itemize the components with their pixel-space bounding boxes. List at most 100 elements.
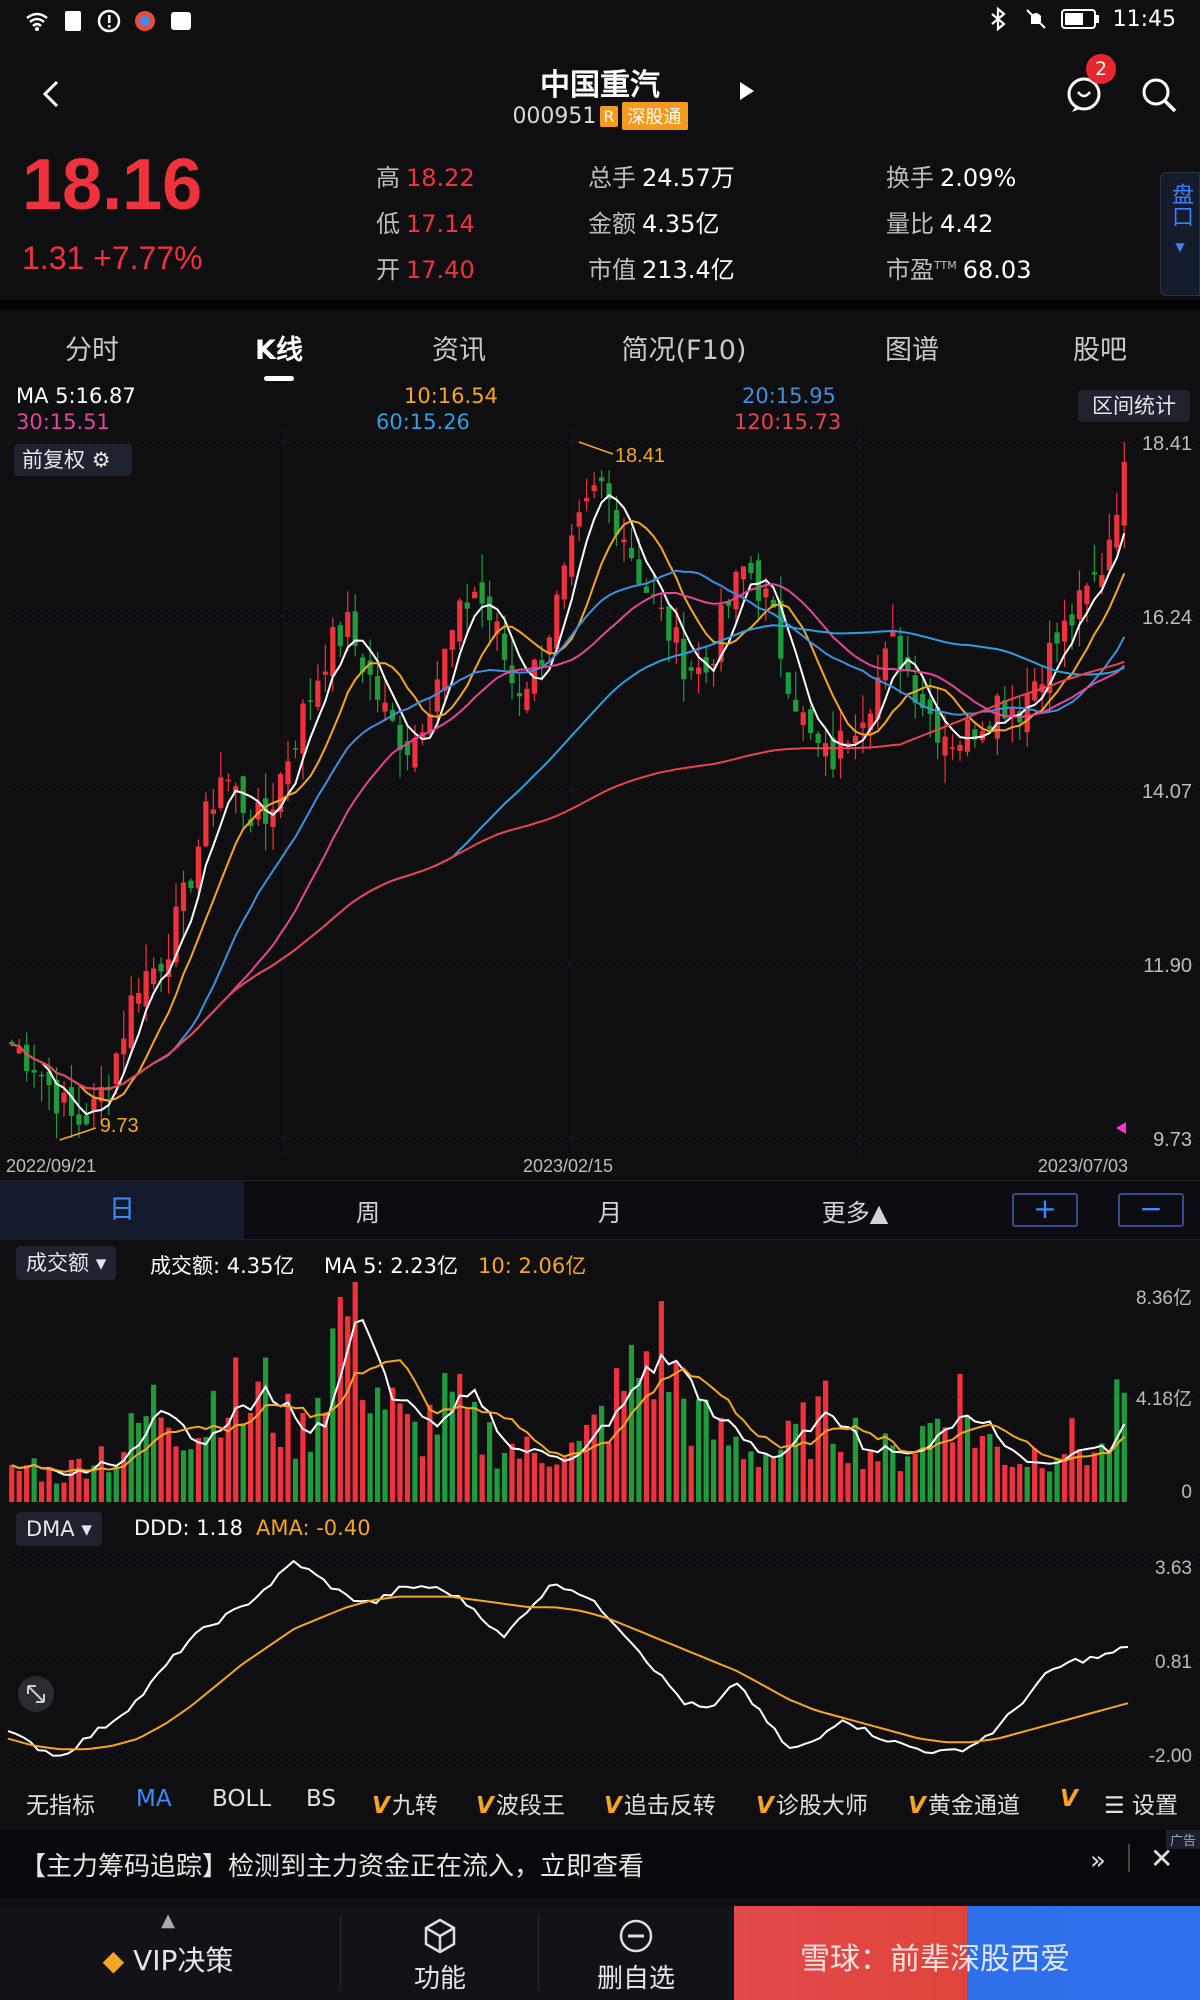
dma-ddd: DDD: 1.18 xyxy=(134,1516,244,1540)
caret-down-icon: ▾ xyxy=(81,1517,92,1541)
indicator-jiuzhuan[interactable]: V九转 xyxy=(372,1793,438,1819)
volume-bar xyxy=(628,1344,635,1502)
candle xyxy=(681,638,687,680)
candle xyxy=(1061,620,1068,642)
indicator-boll[interactable]: BOLL xyxy=(212,1786,272,1812)
close-icon[interactable]: ✕ xyxy=(1150,1842,1174,1875)
candle xyxy=(509,665,515,684)
adjust-mode-button[interactable]: 前复权 ⚙ xyxy=(14,444,132,476)
volume-bar xyxy=(389,1387,396,1502)
volume-bar xyxy=(837,1451,844,1502)
tab-profile[interactable]: 简况(F10) xyxy=(621,335,747,366)
search-icon[interactable] xyxy=(1138,74,1180,116)
double-chevron-icon[interactable]: » xyxy=(1090,1846,1106,1876)
candle xyxy=(501,633,508,660)
candle xyxy=(621,539,627,543)
indicator-huangjin[interactable]: V黄金通道 xyxy=(908,1793,1020,1819)
tab-kline[interactable]: K线 xyxy=(255,335,303,366)
indicator-ma[interactable]: MA xyxy=(136,1786,172,1812)
indicator-zhengu[interactable]: V诊股大师 xyxy=(756,1793,868,1819)
volume-bar xyxy=(374,1387,381,1502)
volume-bar xyxy=(106,1472,112,1502)
volume-bar xyxy=(277,1446,284,1502)
vip-button[interactable]: ▲ ◆ VIP决策 xyxy=(0,1906,336,2000)
candle xyxy=(576,512,582,527)
candle xyxy=(360,657,366,673)
zoom-out-button[interactable]: − xyxy=(1118,1193,1184,1227)
candle xyxy=(770,599,776,608)
candle xyxy=(882,648,888,681)
indicator-none[interactable]: 无指标 xyxy=(26,1793,95,1819)
candle xyxy=(934,707,941,743)
vip-v-icon: V xyxy=(908,1793,926,1819)
y-tick-label: 14.07 xyxy=(1142,781,1192,803)
candle xyxy=(725,601,732,606)
next-stock-arrow-icon[interactable] xyxy=(738,80,756,102)
period-day[interactable]: 日 xyxy=(0,1181,244,1239)
period-month[interactable]: 月 xyxy=(598,1199,622,1227)
volume-bar xyxy=(636,1377,642,1502)
tab-intraday[interactable]: 分时 xyxy=(65,335,119,366)
dma-chart[interactable]: 3.63 0.81 -2.00 xyxy=(0,1546,1200,1768)
volume-chart[interactable]: 8.36亿 4.18亿 0 xyxy=(0,1282,1200,1506)
candle xyxy=(1091,572,1098,575)
back-button[interactable] xyxy=(32,74,72,114)
sell-button[interactable] xyxy=(967,1906,1200,2000)
volume-bar xyxy=(1061,1454,1068,1502)
bottom-bar: ▲ ◆ VIP决策 功能 删自选 雪球：前辈深股西爱 xyxy=(0,1906,1200,2000)
trade-buttons xyxy=(734,1906,1200,2000)
volume-bar xyxy=(382,1409,388,1502)
x-tick-label: 2023/07/03 xyxy=(1038,1156,1128,1175)
candle xyxy=(920,694,926,709)
dma-selector[interactable]: DMA ▾ xyxy=(16,1512,102,1546)
chat-bubble-icon[interactable] xyxy=(1062,72,1106,116)
volume-bar xyxy=(434,1434,440,1502)
remove-watchlist-button[interactable]: 删自选 xyxy=(556,1906,716,2000)
volume-bar xyxy=(98,1446,104,1502)
indicator-settings[interactable]: ☰ 设置 xyxy=(1100,1786,1178,1820)
period-more[interactable]: 更多▲ xyxy=(821,1199,889,1227)
promo-banner[interactable]: 【主力筹码追踪】检测到主力资金正在流入，立即查看 广告 » ✕ xyxy=(0,1830,1200,1898)
candle xyxy=(24,1044,30,1072)
kline-chart[interactable]: 18.4116.2414.0711.909.7318.419.732022/09… xyxy=(0,430,1200,1175)
kline-grid xyxy=(8,430,1200,1158)
indicator-boduanwang[interactable]: V波段王 xyxy=(476,1793,565,1819)
volume-selector[interactable]: 成交额 ▾ xyxy=(16,1246,117,1280)
tab-forum[interactable]: 股吧 xyxy=(1073,335,1127,366)
order-book-toggle[interactable]: 盘口 ▼ xyxy=(1160,172,1200,296)
ma5-label: MA 5:16.87 xyxy=(16,384,136,408)
buy-button[interactable] xyxy=(734,1906,967,2000)
volume-bar xyxy=(1099,1443,1105,1502)
volume-bar xyxy=(651,1399,657,1502)
indicator-bs[interactable]: BS xyxy=(306,1786,336,1812)
candle xyxy=(46,1071,52,1085)
volume-bar xyxy=(584,1424,590,1502)
volume-bar xyxy=(360,1400,366,1502)
candle xyxy=(158,963,164,972)
volume-bar xyxy=(554,1464,560,1502)
tab-graph[interactable]: 图谱 xyxy=(885,335,939,366)
zoom-in-button[interactable]: + xyxy=(1012,1193,1078,1227)
function-button[interactable]: 功能 xyxy=(360,1906,520,2000)
volume-bar xyxy=(994,1446,1000,1502)
candle xyxy=(91,1098,97,1111)
indicator-zhuiji[interactable]: V追击反转 xyxy=(604,1793,716,1819)
tab-underline xyxy=(264,376,294,381)
volume-bar xyxy=(867,1449,874,1502)
x-tick-label: 2023/02/15 xyxy=(523,1156,613,1175)
tab-news[interactable]: 资讯 xyxy=(432,335,486,366)
candle xyxy=(815,733,821,744)
range-stats-button[interactable]: 区间统计 xyxy=(1078,390,1190,422)
tab-bar: 分时 K线 资讯 简况(F10) 图谱 股吧 xyxy=(0,300,1200,381)
volume-bar xyxy=(195,1438,202,1502)
candle xyxy=(628,547,635,559)
volume-bar xyxy=(285,1393,291,1502)
candle xyxy=(352,611,358,646)
candle xyxy=(240,776,246,814)
volume-bar xyxy=(300,1412,306,1502)
period-week[interactable]: 周 xyxy=(356,1199,380,1227)
candle xyxy=(1002,700,1008,719)
volume-bar xyxy=(621,1390,627,1502)
price-change: 1.31 +7.77% xyxy=(22,240,203,276)
volume-bar xyxy=(613,1368,620,1502)
